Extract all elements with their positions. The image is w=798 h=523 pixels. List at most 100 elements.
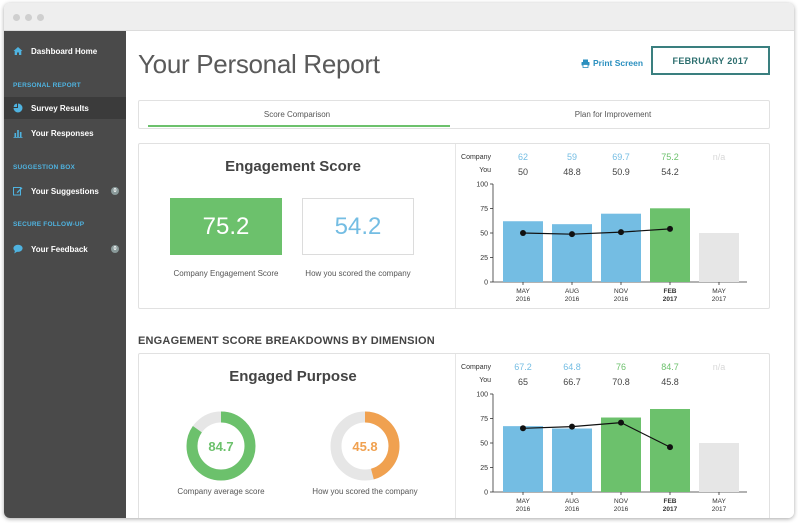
- x-tick-label-month: AUG: [565, 288, 579, 295]
- you-value-label: 48.8: [563, 167, 581, 177]
- company-bar: [699, 443, 739, 492]
- sidebar-item-your-feedback[interactable]: Your Feedback 0: [4, 238, 126, 260]
- company-value-label: 84.7: [661, 362, 679, 372]
- engagement-trend-chart: Company You 62 59 69.7 75.2 n/a 50 48.8 50.9 54.2 0…: [461, 152, 747, 303]
- engaged-purpose-card: Engaged Purpose 84.7 Company average sco…: [138, 353, 770, 518]
- you-value-label: 50: [518, 167, 528, 177]
- window-titlebar: [4, 3, 794, 31]
- company-row-label: Company: [461, 154, 491, 161]
- you-series-line: [522, 422, 671, 448]
- company-engagement-caption: Company Engagement Score: [173, 269, 279, 278]
- card-divider: [455, 354, 456, 518]
- company-purpose-donut: 84.7: [186, 411, 256, 481]
- chat-bubble-icon: [13, 244, 23, 254]
- company-value-label: n/a: [713, 152, 726, 162]
- window-zoom-dot[interactable]: [37, 14, 44, 21]
- tab-plan-for-improvement[interactable]: Plan for Improvement: [574, 110, 652, 119]
- x-tick-label-year: 2016: [516, 506, 531, 513]
- x-tick-label-month: NOV: [614, 288, 629, 295]
- x-tick-label-month: AUG: [565, 498, 579, 505]
- x-tick-label-year: 2017: [663, 296, 678, 303]
- company-value-label: 59: [567, 152, 577, 162]
- y-tick-label: 100: [476, 182, 488, 189]
- you-value-label: 50.9: [612, 167, 630, 177]
- printer-icon: [581, 59, 590, 68]
- bar-chart-icon: [13, 128, 23, 138]
- home-icon: [13, 46, 23, 56]
- y-tick-label: 0: [484, 280, 488, 287]
- print-screen-label: Print Screen: [593, 58, 644, 68]
- company-value-label: 64.8: [563, 362, 581, 372]
- breakdown-section-heading: ENGAGEMENT SCORE BREAKDOWNS BY DIMENSION: [138, 335, 435, 347]
- x-tick-label-year: 2017: [712, 296, 727, 303]
- window-minimize-dot[interactable]: [25, 14, 32, 21]
- company-value-label: 75.2: [661, 152, 679, 162]
- x-tick-label-year: 2016: [516, 296, 531, 303]
- y-tick-label: 50: [480, 441, 488, 448]
- company-engagement-score-box: 75.2: [170, 198, 282, 255]
- sidebar-item-dashboard-home[interactable]: Dashboard Home: [4, 40, 126, 62]
- x-tick-label-year: 2016: [565, 506, 580, 513]
- x-tick-label-month: MAY: [516, 498, 530, 505]
- company-value-label: 76: [616, 362, 626, 372]
- tab-score-comparison[interactable]: Score Comparison: [263, 110, 331, 119]
- sidebar-section-secure-follow-up: SECURE FOLLOW-UP: [13, 221, 85, 228]
- sidebar-item-your-suggestions[interactable]: Your Suggestions 0: [4, 180, 126, 202]
- you-data-point: [569, 423, 575, 430]
- x-tick-label-month: FEB: [664, 288, 677, 295]
- x-tick-label-year: 2016: [614, 506, 629, 513]
- your-donut-arc: [330, 411, 400, 481]
- x-tick-label-year: 2017: [663, 506, 678, 513]
- company-donut-arc: [186, 411, 256, 481]
- you-data-point: [618, 229, 624, 236]
- your-engagement-score-box: 54.2: [302, 198, 414, 255]
- card-divider: [455, 144, 456, 308]
- feedback-count-badge: 0: [111, 245, 119, 253]
- sidebar-item-label: Dashboard Home: [31, 46, 98, 56]
- y-tick-label: 0: [484, 490, 488, 497]
- sidebar: Dashboard Home PERSONAL REPORT Survey Re…: [4, 31, 126, 518]
- engaged-purpose-title: Engaged Purpose: [229, 368, 357, 385]
- sidebar-item-label: Your Responses: [31, 128, 94, 138]
- you-data-point: [520, 425, 526, 432]
- y-tick-label: 25: [480, 255, 488, 262]
- sidebar-item-survey-results[interactable]: Survey Results: [4, 97, 126, 119]
- you-data-point: [667, 225, 673, 232]
- company-value-label: 67.2: [514, 362, 532, 372]
- company-bar: [699, 233, 739, 282]
- x-tick-label-month: MAY: [712, 288, 726, 295]
- main-content: Your Personal Report Print Screen FEBRUA…: [126, 31, 794, 518]
- company-value-label: 62: [518, 152, 528, 162]
- company-bar: [552, 428, 592, 492]
- x-tick-label-year: 2017: [712, 506, 727, 513]
- company-value-label: n/a: [713, 362, 726, 372]
- you-row-label: You: [479, 167, 491, 174]
- sidebar-item-your-responses[interactable]: Your Responses: [4, 122, 126, 144]
- you-value-label: 70.8: [612, 377, 630, 387]
- company-purpose-score: 84.7: [208, 439, 233, 454]
- company-purpose-caption: Company average score: [177, 487, 265, 496]
- your-purpose-score: 45.8: [352, 439, 377, 454]
- y-tick-label: 50: [480, 231, 488, 238]
- company-bar: [503, 426, 543, 492]
- your-purpose-caption: How you scored the company: [312, 487, 418, 496]
- x-tick-label-month: NOV: [614, 498, 629, 505]
- print-screen-link[interactable]: Print Screen: [581, 58, 643, 68]
- x-tick-label-month: MAY: [516, 288, 530, 295]
- your-purpose-donut: 45.8: [330, 411, 400, 481]
- suggestions-count-badge: 0: [111, 187, 119, 195]
- company-row-label: Company: [461, 364, 491, 371]
- page-title: Your Personal Report: [138, 49, 380, 79]
- sidebar-item-label: Your Feedback: [31, 244, 88, 254]
- you-value-label: 54.2: [661, 167, 679, 177]
- month-selector-button[interactable]: FEBRUARY 2017: [651, 46, 770, 75]
- y-tick-label: 75: [480, 416, 488, 423]
- edit-icon: [13, 186, 23, 196]
- active-tab-indicator: [148, 125, 450, 127]
- window-close-dot[interactable]: [13, 14, 20, 21]
- your-engagement-caption: How you scored the company: [305, 269, 411, 278]
- tab-bar: Score Comparison Plan for Improvement: [138, 100, 770, 129]
- you-data-point: [569, 231, 575, 238]
- sidebar-item-label: Your Suggestions: [31, 186, 99, 196]
- sidebar-item-label: Survey Results: [31, 103, 89, 113]
